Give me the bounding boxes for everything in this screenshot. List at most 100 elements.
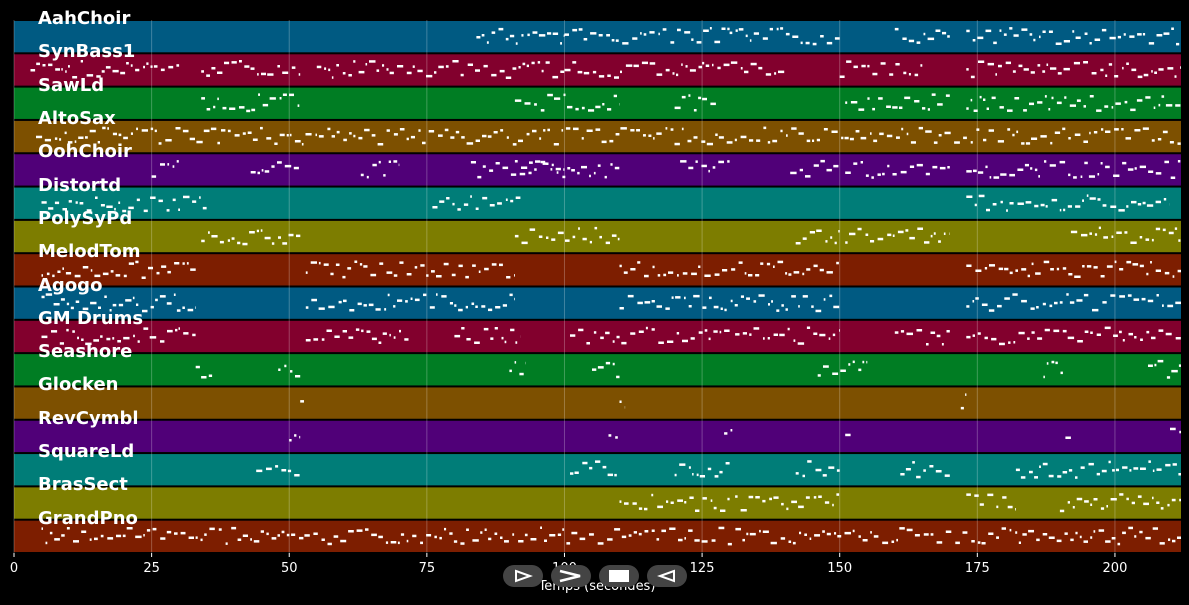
rewind-button[interactable]	[647, 565, 687, 587]
note-mark	[806, 139, 811, 143]
note-mark	[1021, 142, 1025, 145]
note-mark	[769, 27, 773, 31]
note-mark	[1122, 161, 1127, 165]
note-mark	[434, 71, 437, 74]
note-mark	[1068, 173, 1071, 177]
note-mark	[844, 136, 849, 140]
note-mark	[656, 132, 662, 135]
note-mark	[1119, 268, 1124, 271]
note-mark	[1101, 128, 1104, 131]
play-button[interactable]	[503, 565, 543, 587]
note-mark	[985, 165, 988, 169]
note-mark	[477, 175, 482, 179]
note-mark	[862, 539, 868, 542]
note-mark	[1160, 507, 1164, 510]
note-mark	[554, 97, 561, 100]
note-mark	[316, 65, 322, 69]
note-mark	[393, 160, 398, 163]
note-mark	[458, 264, 463, 268]
note-mark	[1130, 241, 1137, 244]
note-mark	[746, 297, 750, 300]
note-mark	[925, 172, 930, 176]
note-mark	[832, 503, 834, 507]
note-mark	[614, 166, 620, 170]
track-label: SynBass1	[38, 41, 136, 63]
note-mark	[1143, 73, 1149, 77]
note-mark	[571, 169, 575, 172]
note-mark	[376, 69, 380, 72]
note-mark	[1007, 128, 1011, 131]
note-mark	[505, 198, 508, 201]
note-mark	[466, 338, 471, 341]
note-mark	[532, 129, 537, 133]
note-mark	[359, 263, 363, 266]
note-mark	[1129, 469, 1132, 472]
note-mark	[1158, 329, 1164, 332]
note-mark	[82, 307, 89, 311]
note-mark	[850, 101, 858, 104]
note-mark	[908, 39, 915, 43]
note-mark	[1007, 505, 1013, 509]
note-mark	[1082, 199, 1084, 202]
note-mark	[704, 329, 708, 332]
note-mark	[412, 65, 415, 68]
note-mark	[1155, 269, 1161, 272]
note-mark	[597, 164, 601, 167]
note-mark	[221, 129, 226, 132]
note-mark	[51, 330, 58, 333]
note-mark	[853, 65, 858, 69]
note-mark	[922, 107, 926, 110]
note-mark	[1054, 301, 1058, 305]
note-mark	[903, 71, 907, 75]
note-mark	[55, 68, 60, 71]
note-mark	[841, 136, 844, 140]
note-mark	[487, 135, 492, 138]
note-mark	[590, 32, 597, 35]
note-mark	[277, 161, 282, 164]
note-mark	[444, 128, 449, 132]
note-mark	[1141, 297, 1146, 301]
note-mark	[882, 172, 885, 176]
note-mark	[1094, 38, 1101, 41]
note-mark	[1157, 359, 1164, 363]
note-mark	[356, 529, 363, 532]
note-mark	[201, 97, 205, 100]
note-mark	[128, 206, 134, 210]
note-mark	[805, 175, 811, 178]
note-mark	[1034, 204, 1039, 208]
note-mark	[971, 540, 975, 543]
note-mark	[773, 265, 775, 268]
note-mark	[698, 265, 701, 268]
note-mark	[1102, 204, 1107, 207]
note-mark	[871, 176, 874, 179]
note-mark	[261, 72, 266, 76]
note-mark	[572, 61, 577, 64]
note-mark	[1096, 333, 1101, 336]
note-mark	[970, 75, 975, 79]
note-mark	[1036, 306, 1039, 309]
note-mark	[946, 330, 950, 333]
note-mark	[701, 164, 707, 168]
forward-button[interactable]	[551, 565, 591, 587]
note-mark	[975, 269, 982, 272]
note-mark	[593, 171, 596, 175]
note-mark	[824, 501, 830, 504]
note-mark	[608, 434, 612, 437]
note-mark	[1128, 526, 1133, 530]
note-mark	[891, 540, 895, 543]
note-mark	[749, 333, 752, 336]
note-mark	[832, 333, 836, 337]
note-mark	[526, 132, 530, 136]
note-mark	[534, 168, 537, 171]
note-mark	[543, 129, 546, 132]
note-mark	[1084, 500, 1089, 503]
note-mark	[1029, 102, 1034, 106]
note-mark	[366, 175, 369, 179]
note-mark	[989, 176, 992, 179]
stop-button[interactable]	[599, 565, 639, 587]
note-mark	[463, 203, 469, 206]
note-mark	[1054, 131, 1061, 134]
note-mark	[691, 38, 694, 41]
note-mark	[1013, 341, 1016, 344]
note-mark	[727, 27, 730, 31]
